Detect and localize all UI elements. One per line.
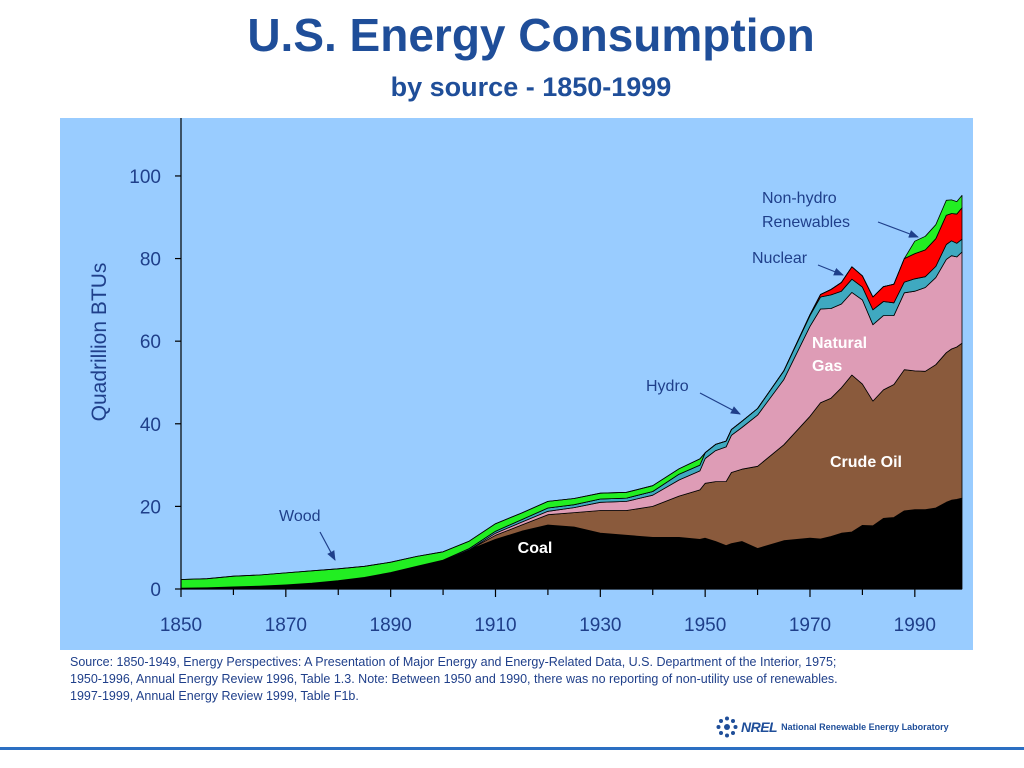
hydro-label: Hydro — [646, 378, 689, 395]
nuclear-label: Nuclear — [752, 250, 808, 267]
nonhydro-label-line1: Non-hydro — [762, 190, 837, 207]
page-title: U.S. Energy Consumption — [247, 9, 815, 61]
x-tick-label: 1850 — [160, 615, 202, 636]
nrel-logo-text: National Renewable Energy Laboratory — [781, 722, 949, 732]
hydro-arrow — [699, 392, 741, 415]
y-tick-label: 100 — [129, 167, 161, 188]
x-tick-label: 1970 — [789, 615, 831, 636]
x-tick-label: 1870 — [265, 615, 307, 636]
footer-rule — [0, 747, 1024, 750]
x-tick-label: 1890 — [370, 615, 412, 636]
source-line: 1950-1996, Annual Energy Review 1996, Ta… — [70, 672, 838, 686]
nonhydro-label-line2: Renewables — [762, 214, 850, 231]
y-tick-label: 60 — [140, 332, 161, 353]
natural-gas-label-line2: Gas — [812, 358, 842, 375]
wood-arrow — [319, 531, 336, 561]
source-line: 1997-1999, Annual Energy Review 1999, Ta… — [70, 689, 359, 703]
y-axis-label: Quadrillion BTUs — [88, 263, 111, 422]
natural-gas-label-line1: Natural — [812, 335, 867, 352]
nonhydro-arrow — [877, 221, 919, 238]
area-non-hydro-renewables — [180, 195, 963, 580]
x-tick-label: 1950 — [684, 615, 726, 636]
nuclear-arrow — [817, 264, 844, 276]
x-tick-label: 1910 — [474, 615, 516, 636]
coal-label: Coal — [518, 540, 553, 557]
energy-consumption-chart: 0 20 40 60 80 100 1850 1870 1890 1910 1930 1950 1970… — [60, 118, 973, 650]
y-tick-label: 80 — [140, 250, 161, 271]
x-tick-label: 1990 — [894, 615, 936, 636]
y-tick-label: 20 — [140, 497, 161, 518]
source-line: Source: 1850-1949, Energy Perspectives: … — [70, 655, 837, 669]
wood-label: Wood — [279, 508, 321, 525]
x-tick-label: 1930 — [579, 615, 621, 636]
source-note: Source: 1850-1949, Energy Perspectives: … — [70, 654, 970, 705]
page-subtitle: by source - 1850-1999 — [390, 72, 672, 102]
crude-oil-label: Crude Oil — [830, 454, 902, 471]
y-tick-label: 0 — [150, 580, 161, 601]
nrel-logo-short: NREL — [741, 719, 778, 735]
nrel-logo: NREL National Renewable Energy Laborator… — [716, 716, 949, 738]
nrel-logo-icon — [716, 716, 738, 738]
y-tick-label: 40 — [140, 415, 161, 436]
